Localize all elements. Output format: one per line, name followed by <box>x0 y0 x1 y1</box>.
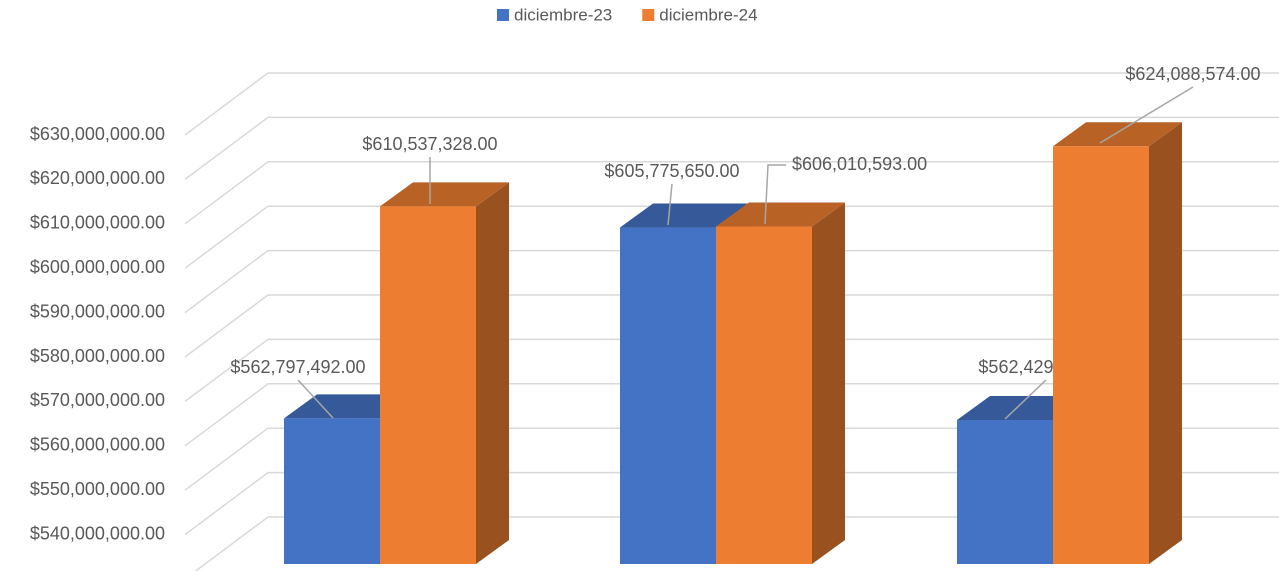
grid-line <box>184 383 1279 447</box>
grid-line <box>184 205 1279 269</box>
grid-line <box>184 294 1279 358</box>
bar-front <box>284 418 380 564</box>
bar-front <box>380 206 476 565</box>
legend-swatch <box>642 9 655 21</box>
y-tick-label: $570,000,000.00 <box>30 390 165 410</box>
grid-line <box>184 338 1279 403</box>
data-label: $562,797,492.00 <box>230 357 365 377</box>
data-label: $624,088,574.00 <box>1125 64 1260 84</box>
y-tick-label: $600,000,000.00 <box>30 257 165 277</box>
bar-top <box>620 203 749 228</box>
legend-swatch <box>497 9 509 21</box>
data-label: $605,775,650.00 <box>604 161 739 181</box>
data-label: $606,010,593.00 <box>792 154 927 174</box>
bar-side <box>1149 122 1182 564</box>
leader-line <box>667 183 673 226</box>
bar <box>620 203 749 565</box>
legend: diciembre-23 diciembre-24 <box>497 5 758 24</box>
y-tick-label: $590,000,000.00 <box>30 301 165 321</box>
y-tick-label: $540,000,000.00 <box>30 523 165 543</box>
y-tick-label: $610,000,000.00 <box>30 213 165 233</box>
y-tick-label: $620,000,000.00 <box>30 168 165 188</box>
bar-top <box>380 182 509 207</box>
legend-label: diciembre-24 <box>659 5 757 24</box>
data-label: $610,537,328.00 <box>362 134 497 154</box>
y-tick-label: $550,000,000.00 <box>30 479 165 499</box>
y-tick-label: $580,000,000.00 <box>30 346 165 366</box>
grid-line <box>184 72 1279 136</box>
leader-line <box>297 379 334 419</box>
bar-top <box>1053 122 1182 147</box>
grid-line <box>184 471 1279 536</box>
bar-top <box>716 202 845 227</box>
grid-line <box>184 427 1279 491</box>
bar <box>1053 122 1182 564</box>
bar-front <box>957 420 1053 564</box>
bar-side <box>812 202 845 564</box>
leader-line <box>1004 379 1047 420</box>
bar-front <box>620 227 716 565</box>
bar-front <box>716 226 812 564</box>
y-tick-label: $560,000,000.00 <box>30 435 165 455</box>
grid-line <box>184 249 1279 314</box>
leader-line <box>764 164 786 225</box>
bar-side <box>476 182 509 565</box>
grid-line <box>184 161 1279 225</box>
legend-label: diciembre-23 <box>514 5 612 24</box>
leader-line <box>1099 86 1194 144</box>
grid-line <box>184 116 1279 181</box>
y-tick-label: $630,000,000.00 <box>30 124 165 144</box>
bar <box>380 182 509 565</box>
bar <box>716 202 845 564</box>
floor-line <box>194 516 1279 571</box>
bar-front <box>1053 146 1149 564</box>
